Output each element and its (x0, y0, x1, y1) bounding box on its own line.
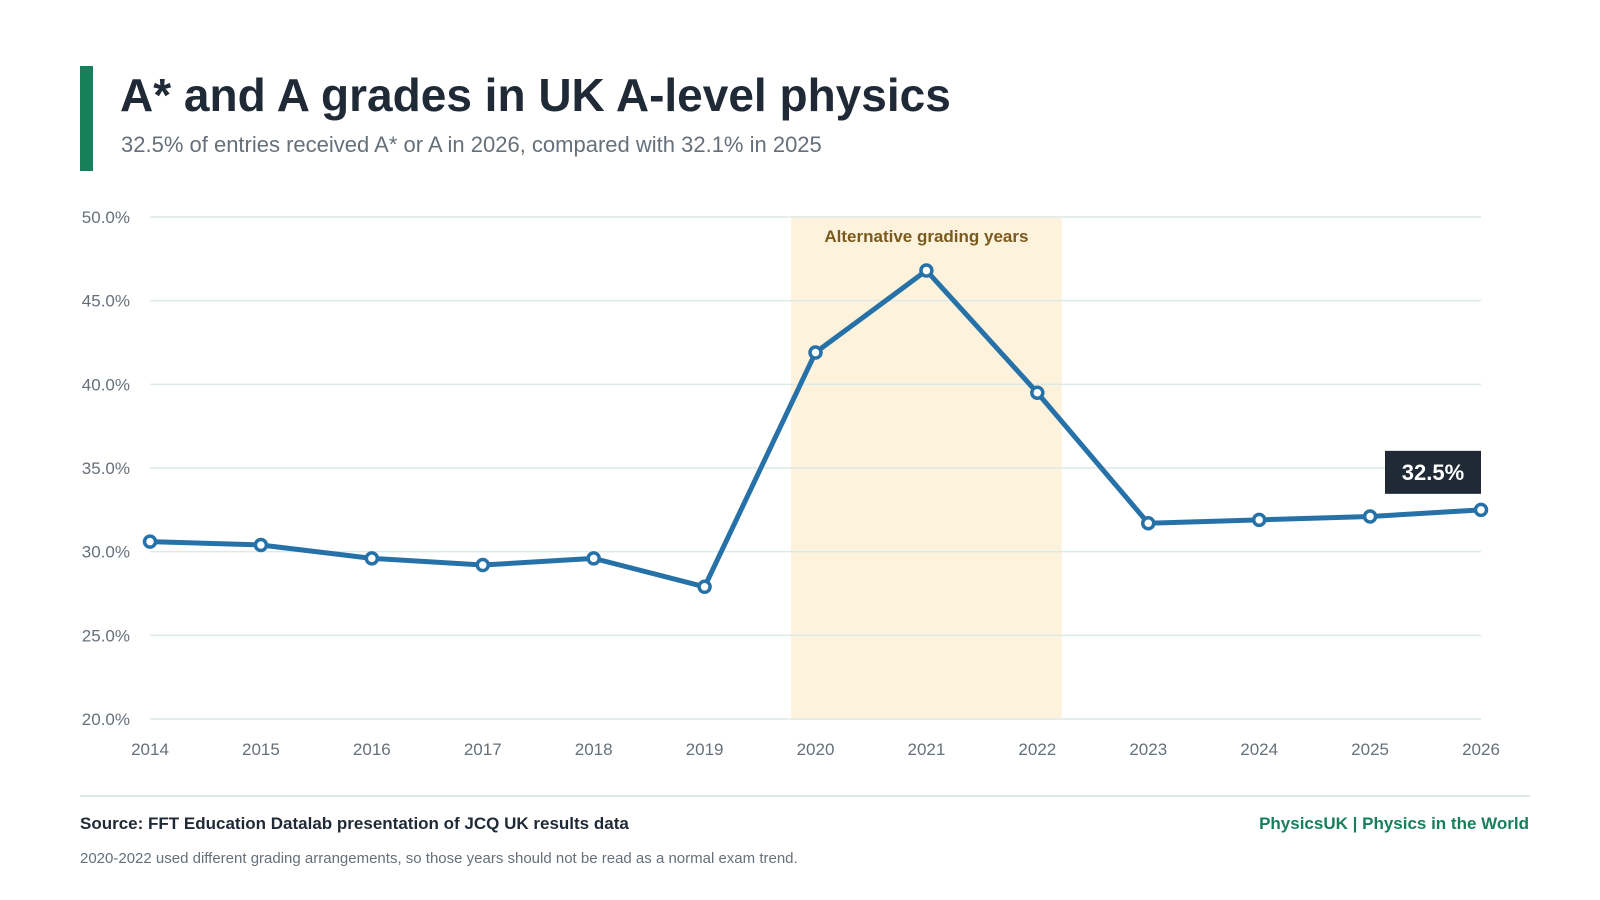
x-tick-label: 2025 (1351, 740, 1389, 759)
data-point (364, 551, 380, 566)
chart-subtitle: 32.5% of entries received A* or A in 202… (121, 132, 822, 157)
y-tick-label: 25.0% (82, 626, 130, 645)
data-point (1251, 512, 1267, 528)
line-chart: 20.0% 25.0% 30.0% 35.0% 40.0% 45.0% 50.0% 2014 2… (82, 208, 1500, 759)
data-point (253, 537, 269, 553)
data-point (697, 579, 712, 595)
x-tick-label: 2018 (575, 740, 613, 759)
y-tick-label: 50.0% (82, 208, 130, 227)
y-tick-label: 45.0% (82, 292, 130, 311)
y-tick-label: 20.0% (82, 710, 130, 729)
brand-text: PhysicsUK | Physics in the World (1259, 814, 1529, 833)
footer-divider (80, 795, 1530, 797)
data-point (1473, 502, 1489, 518)
callout-label: 32.5% (1402, 460, 1464, 485)
data-point (808, 345, 823, 360)
x-tick-label: 2015 (242, 740, 280, 759)
x-tick-label: 2026 (1462, 740, 1500, 759)
data-point (475, 557, 490, 573)
x-tick-label: 2024 (1240, 740, 1278, 759)
shaded-region-label: Alternative grading years (824, 227, 1028, 246)
x-tick-label: 2022 (1018, 740, 1056, 759)
y-tick-label: 35.0% (82, 459, 130, 478)
x-tick-label: 2014 (131, 740, 169, 759)
chart-title: A* and A grades in UK A-level physics (120, 69, 951, 121)
y-tick-label: 40.0% (82, 375, 130, 394)
source-text: Source: FFT Education Datalab presentati… (80, 814, 629, 833)
y-tick-label: 30.0% (82, 543, 130, 562)
data-point (586, 551, 601, 566)
data-point (1030, 385, 1045, 400)
data-point (919, 263, 934, 278)
data-point (1141, 515, 1156, 531)
x-tick-label: 2020 (797, 740, 835, 759)
x-tick-label: 2023 (1129, 740, 1167, 759)
title-accent-bar (80, 66, 93, 171)
x-tick-label: 2016 (353, 740, 391, 759)
x-tick-label: 2017 (464, 740, 502, 759)
data-point (142, 534, 158, 549)
x-tick-label: 2021 (908, 740, 946, 759)
x-tick-label: 2019 (686, 740, 724, 759)
data-point (1362, 509, 1378, 524)
callout-box (1385, 450, 1481, 494)
footnote-text: 2020-2022 used different grading arrange… (80, 850, 798, 867)
